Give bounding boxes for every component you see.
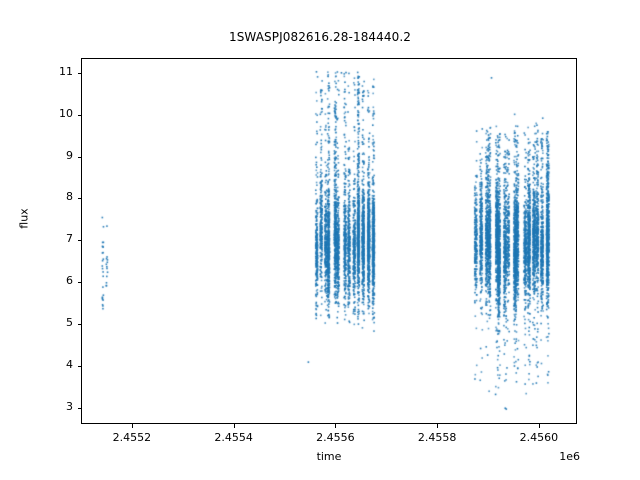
- y-tick-mark: [77, 324, 81, 325]
- chart-title: 1SWASPJ082616.28-184440.2: [228, 30, 412, 44]
- x-tick-mark: [539, 424, 540, 428]
- y-tick-label: 3: [66, 400, 73, 414]
- x-tick-mark: [132, 424, 133, 428]
- y-tick-label: 8: [66, 190, 73, 204]
- y-tick-mark: [77, 366, 81, 367]
- x-tick-mark: [335, 424, 336, 428]
- x-tick-mark: [234, 424, 235, 428]
- y-axis-label: flux: [17, 208, 31, 229]
- y-tick-mark: [77, 240, 81, 241]
- y-tick-label: 6: [66, 274, 73, 288]
- scatter-points: [82, 59, 576, 423]
- x-axis-label: time: [316, 450, 342, 463]
- y-tick-label: 4: [66, 358, 73, 372]
- y-tick-label: 9: [66, 148, 73, 162]
- y-tick-mark: [77, 198, 81, 199]
- y-tick-label: 10: [59, 106, 73, 120]
- x-tick-label: 2.4554: [214, 431, 253, 444]
- y-tick-mark: [77, 408, 81, 409]
- y-tick-label: 11: [59, 64, 73, 78]
- y-tick-label: 5: [66, 316, 73, 330]
- x-tick-label: 2.4552: [112, 431, 152, 444]
- y-tick-mark: [77, 282, 81, 283]
- y-tick-mark: [77, 73, 81, 74]
- y-tick-label: 7: [66, 232, 73, 246]
- plot-area[interactable]: [81, 58, 577, 424]
- x-axis-offset-text: 1e6: [559, 450, 580, 463]
- y-tick-mark: [77, 115, 81, 116]
- x-tick-mark: [437, 424, 438, 428]
- x-tick-label: 2.4556: [316, 431, 355, 444]
- x-tick-label: 2.4560: [519, 431, 559, 444]
- x-tick-label: 2.4558: [417, 431, 457, 444]
- y-tick-mark: [77, 157, 81, 158]
